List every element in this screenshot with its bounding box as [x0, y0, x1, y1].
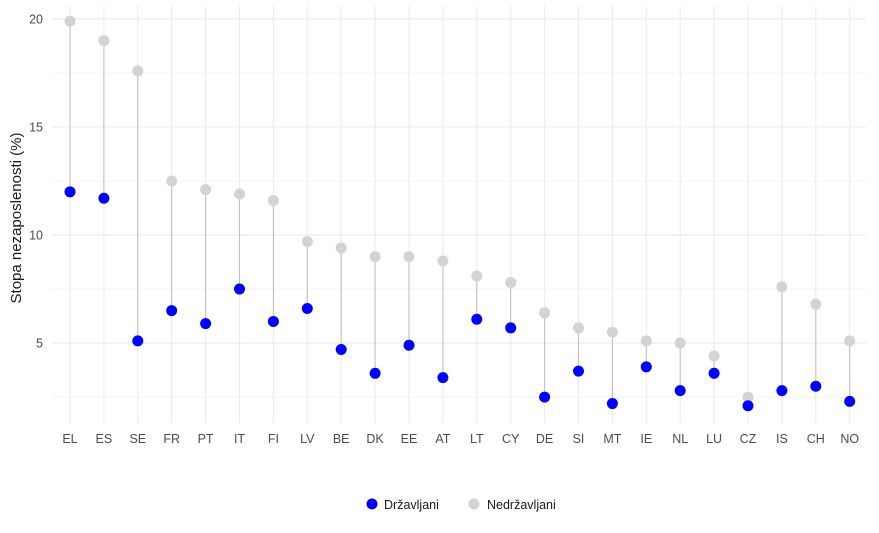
point-nedrzavljani [200, 184, 212, 196]
point-nedrzavljani [776, 281, 788, 293]
point-nedrzavljani [301, 236, 313, 248]
y-tick-label: 15 [29, 120, 43, 134]
point-drzavljani [166, 305, 178, 317]
x-axis-ticks: EL ES SE FR PT IT FI LV BE DK EE AT LT CY DE SI MT IE NL LU… [62, 432, 859, 446]
point-drzavljani [810, 380, 822, 392]
point-nedrzavljani [810, 298, 822, 310]
point-nedrzavljani [708, 350, 720, 362]
point-nedrzavljani [132, 65, 144, 77]
point-drzavljani [267, 315, 279, 327]
point-nedrzavljani [539, 307, 551, 319]
x-tick-label: LT [470, 432, 484, 446]
point-drzavljani [573, 365, 584, 377]
point-nedrzavljani [98, 35, 110, 47]
point-drzavljani [742, 400, 754, 412]
point-drzavljani [98, 192, 110, 204]
point-drzavljani [539, 391, 551, 403]
point-nedrzavljani [674, 337, 686, 349]
point-nedrzavljani [234, 188, 245, 200]
legend-label-nedrzavljani: Nedržavljani [487, 498, 556, 512]
x-tick-label: EE [401, 432, 418, 446]
legend: Državljani Nedržavljani [366, 498, 556, 512]
x-tick-label: CH [807, 432, 825, 446]
y-tick-label: 20 [29, 12, 43, 26]
point-nedrzavljani [844, 335, 856, 347]
x-tick-label: BE [333, 432, 350, 446]
point-drzavljani [606, 398, 618, 410]
x-tick-label: FR [163, 432, 180, 446]
point-nedrzavljani [437, 255, 449, 267]
x-tick-label: LU [706, 432, 722, 446]
point-nedrzavljani [471, 270, 483, 282]
legend-marker-nedrzavljani [468, 498, 480, 510]
point-nedrzavljani [573, 322, 584, 334]
y-tick-label: 10 [29, 229, 43, 243]
connectors [69, 21, 851, 406]
point-drzavljani [640, 361, 652, 373]
x-tick-label: IT [234, 432, 245, 446]
x-tick-label: IS [776, 432, 788, 446]
x-tick-label: LV [300, 432, 315, 446]
point-drzavljani [64, 186, 76, 198]
x-tick-label: SE [129, 432, 146, 446]
x-tick-label: PT [198, 432, 214, 446]
point-nedrzavljani [166, 175, 178, 187]
point-drzavljani [844, 395, 856, 407]
point-drzavljani [132, 335, 144, 347]
point-drzavljani [301, 302, 313, 314]
point-drzavljani [776, 385, 788, 397]
x-tick-label: IE [640, 432, 652, 446]
point-nedrzavljani [369, 251, 381, 263]
x-tick-label: NL [672, 432, 688, 446]
point-drzavljani [437, 372, 449, 384]
x-tick-label: CY [502, 432, 520, 446]
point-drzavljani [403, 339, 415, 351]
x-tick-label: SI [573, 432, 585, 446]
point-drzavljani [369, 367, 381, 379]
point-nedrzavljani [267, 194, 279, 206]
x-tick-label: DE [536, 432, 553, 446]
point-nedrzavljani [742, 391, 754, 403]
point-nedrzavljani [606, 326, 618, 338]
x-tick-label: DK [366, 432, 384, 446]
legend-marker-drzavljani [366, 498, 378, 510]
point-drzavljani [200, 318, 212, 330]
point-drzavljani [335, 344, 347, 356]
x-tick-label: NO [840, 432, 859, 446]
legend-label-drzavljani: Državljani [384, 498, 439, 512]
y-axis-title: Stopa nezaposlenosti (%) [8, 133, 25, 304]
grid [52, 6, 866, 423]
point-nedrzavljani [640, 335, 652, 347]
x-tick-label: CZ [740, 432, 757, 446]
point-drzavljani [505, 322, 517, 334]
point-nedrzavljani [505, 277, 517, 289]
point-drzavljani [234, 283, 245, 295]
x-tick-label: ES [96, 432, 113, 446]
x-tick-label: FI [268, 432, 279, 446]
x-tick-label: MT [603, 432, 621, 446]
point-nedrzavljani [335, 242, 347, 254]
x-tick-label: EL [62, 432, 77, 446]
point-nedrzavljani [64, 15, 76, 27]
x-tick-label: AT [435, 432, 450, 446]
y-tick-label: 5 [36, 337, 43, 351]
point-drzavljani [471, 313, 483, 325]
points [64, 15, 856, 412]
y-axis-ticks: 5 10 15 20 [29, 12, 43, 350]
point-drzavljani [674, 385, 686, 397]
point-drzavljani [708, 367, 720, 379]
point-nedrzavljani [403, 251, 415, 263]
